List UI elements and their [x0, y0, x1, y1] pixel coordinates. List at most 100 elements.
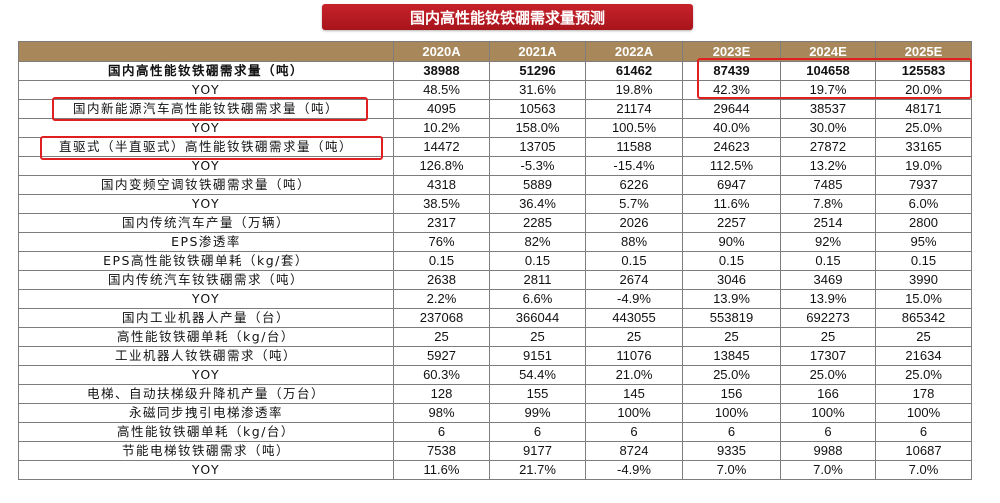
- table-row: 高性能钕铁硼单耗（kg/台） 25 25 25 25 25 25: [18, 327, 972, 347]
- table-cell: 25.0%: [875, 365, 972, 385]
- table-cell: 36.4%: [489, 194, 586, 214]
- table-cell: 6.6%: [489, 289, 586, 309]
- table-body: 国内高性能钕铁硼需求量（吨） 38988 51296 61462 87439 104658…: [18, 61, 972, 480]
- table-cell: 3990: [875, 270, 972, 290]
- table-cell: 33165: [875, 137, 972, 157]
- table-cell: 87439: [682, 61, 781, 81]
- table-cell: 126.8%: [393, 156, 490, 176]
- header-cell-2021a: 2021A: [489, 41, 586, 62]
- table-cell: 14472: [393, 137, 490, 157]
- table-cell: -5.3%: [489, 156, 586, 176]
- table-cell: 2674: [585, 270, 683, 290]
- table-cell: 21.0%: [585, 365, 683, 385]
- table-cell: 13.9%: [780, 289, 876, 309]
- table-cell: 6: [393, 422, 490, 442]
- table-cell: 104658: [780, 61, 876, 81]
- table-row: YOY 11.6% 21.7% -4.9% 7.0% 7.0% 7.0%: [18, 460, 972, 480]
- row-label: 国内高性能钕铁硼需求量（吨）: [18, 61, 394, 81]
- table-cell: 865342: [875, 308, 972, 328]
- table-cell: 2026: [585, 213, 683, 233]
- table-cell: 7538: [393, 441, 490, 461]
- table-cell: 0.15: [875, 251, 972, 271]
- table-cell: 2317: [393, 213, 490, 233]
- table-cell: 98%: [393, 403, 490, 423]
- table-cell: 2257: [682, 213, 781, 233]
- table-cell: 11.6%: [682, 194, 781, 214]
- table-cell: 112.5%: [682, 156, 781, 176]
- table-cell: 6.0%: [875, 194, 972, 214]
- table-cell: 3469: [780, 270, 876, 290]
- table-cell: 158.0%: [489, 118, 586, 138]
- table-cell: 38537: [780, 99, 876, 119]
- table-cell: 13845: [682, 346, 781, 366]
- table-row: 国内传统汽车钕铁硼需求（吨） 2638 2811 2674 3046 3469 3990: [18, 270, 972, 290]
- table-cell: 19.0%: [875, 156, 972, 176]
- table-cell: 366044: [489, 308, 586, 328]
- table-cell: 7.0%: [780, 460, 876, 480]
- table-cell: 42.3%: [682, 80, 781, 100]
- table-title: 国内高性能钕铁硼需求量预测: [322, 4, 693, 30]
- table-cell: 25.0%: [780, 365, 876, 385]
- table-cell: 19.8%: [585, 80, 683, 100]
- table-cell: 10.2%: [393, 118, 490, 138]
- table-cell: 25.0%: [875, 118, 972, 138]
- table-cell: 7937: [875, 175, 972, 195]
- row-label: 国内传统汽车产量（万辆）: [18, 213, 394, 233]
- row-label: YOY: [18, 118, 394, 138]
- table-row: 国内新能源汽车高性能钕铁硼需求量（吨） 4095 10563 21174 29644 38…: [18, 99, 972, 119]
- table-cell: 11.6%: [393, 460, 490, 480]
- table-cell: 13705: [489, 137, 586, 157]
- table-cell: 443055: [585, 308, 683, 328]
- table-row: 工业机器人钕铁硼需求（吨） 5927 9151 11076 13845 17307 2163…: [18, 346, 972, 366]
- table-cell: 27872: [780, 137, 876, 157]
- table-cell: 7.0%: [682, 460, 781, 480]
- table-cell: 5889: [489, 175, 586, 195]
- table-row: YOY 10.2% 158.0% 100.5% 40.0% 30.0% 25.0%: [18, 118, 972, 138]
- table-cell: 25: [489, 327, 586, 347]
- table-cell: 155: [489, 384, 586, 404]
- table-cell: 100%: [875, 403, 972, 423]
- table-cell: 21174: [585, 99, 683, 119]
- table-row: YOY 48.5% 31.6% 19.8% 42.3% 19.7% 20.0%: [18, 80, 972, 100]
- table-row: 直驱式（半直驱式）高性能钕铁硼需求量（吨） 14472 13705 11588 2462…: [18, 137, 972, 157]
- table-cell: 2800: [875, 213, 972, 233]
- table-cell: 128: [393, 384, 490, 404]
- table-cell: 2285: [489, 213, 586, 233]
- table-row: YOY 126.8% -5.3% -15.4% 112.5% 13.2% 19.0%: [18, 156, 972, 176]
- table-cell: 4318: [393, 175, 490, 195]
- table-cell: 82%: [489, 232, 586, 252]
- table-cell: 13.9%: [682, 289, 781, 309]
- table-cell: 692273: [780, 308, 876, 328]
- table-cell: 17307: [780, 346, 876, 366]
- row-label: YOY: [18, 194, 394, 214]
- table-cell: 30.0%: [780, 118, 876, 138]
- table-cell: 25: [875, 327, 972, 347]
- table-cell: 5927: [393, 346, 490, 366]
- table-cell: 7485: [780, 175, 876, 195]
- row-label: EPS渗透率: [18, 232, 394, 252]
- table-cell: 48.5%: [393, 80, 490, 100]
- table-cell: 54.4%: [489, 365, 586, 385]
- table-cell: -15.4%: [585, 156, 683, 176]
- table-cell: 2514: [780, 213, 876, 233]
- row-label: YOY: [18, 80, 394, 100]
- table-cell: 9177: [489, 441, 586, 461]
- row-label: YOY: [18, 289, 394, 309]
- header-cell-2024e: 2024E: [780, 41, 876, 62]
- row-label: 电梯、自动扶梯级升降机产量（万台）: [18, 384, 394, 404]
- table-cell: 38988: [393, 61, 490, 81]
- table-row: YOY 38.5% 36.4% 5.7% 11.6% 7.8% 6.0%: [18, 194, 972, 214]
- table-row: 国内传统汽车产量（万辆） 2317 2285 2026 2257 2514 2800: [18, 213, 972, 233]
- row-label: 国内传统汽车钕铁硼需求（吨）: [18, 270, 394, 290]
- header-cell-2022a: 2022A: [585, 41, 683, 62]
- table-row: 国内变频空调钕铁硼需求量（吨） 4318 5889 6226 6947 7485 7937: [18, 175, 972, 195]
- table-cell: 0.15: [585, 251, 683, 271]
- table-cell: 2811: [489, 270, 586, 290]
- table-row: EPS高性能钕铁硼单耗（kg/套） 0.15 0.15 0.15 0.15 0.15 0.1…: [18, 251, 972, 271]
- table-cell: 20.0%: [875, 80, 972, 100]
- table-cell: 13.2%: [780, 156, 876, 176]
- table-cell: 0.15: [393, 251, 490, 271]
- table-cell: 48171: [875, 99, 972, 119]
- table-cell: 6: [489, 422, 586, 442]
- table-cell: -4.9%: [585, 460, 683, 480]
